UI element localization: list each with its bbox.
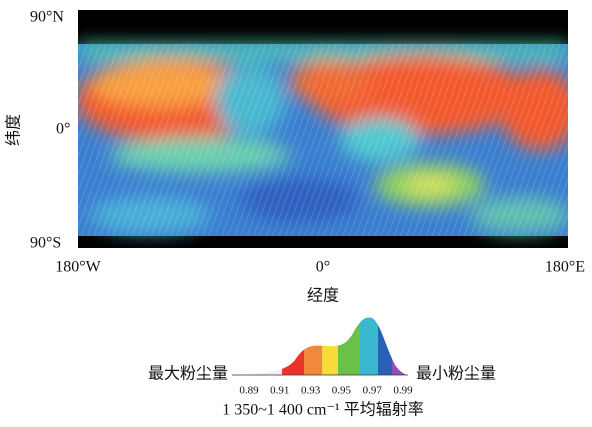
legend-left: 最大粉尘量 <box>148 365 228 383</box>
x-label: 180°E <box>545 259 585 276</box>
page: 90°N 0° 90°S 纬度 180°W 0° 180°E 经度 最大粉尘量 … <box>0 0 592 427</box>
y-title: 纬度 <box>5 114 23 146</box>
map <box>75 10 580 248</box>
x-label: 0° <box>316 259 330 276</box>
legend-tick: 0.99 <box>393 385 413 397</box>
x-title: 经度 <box>307 287 339 305</box>
legend-tick: 0.93 <box>301 385 321 397</box>
legend-tick: 0.89 <box>239 385 259 397</box>
legend-curve <box>232 300 408 380</box>
legend-tick: 0.91 <box>270 385 289 397</box>
legend-tick: 0.97 <box>363 385 383 397</box>
x-label: 180°W <box>55 259 101 276</box>
legend-caption: 1 350~1 400 cm⁻¹ 平均辐射率 <box>222 401 423 419</box>
legend-tick: 0.95 <box>332 385 352 397</box>
legend-ticks: 0.89 0.91 0.93 0.95 0.97 0.99 <box>239 385 413 397</box>
y-label: 90°S <box>30 235 61 252</box>
legend-right: 最小粉尘量 <box>416 365 496 383</box>
y-label: 90°N <box>30 9 64 26</box>
y-label: 0° <box>56 121 70 138</box>
